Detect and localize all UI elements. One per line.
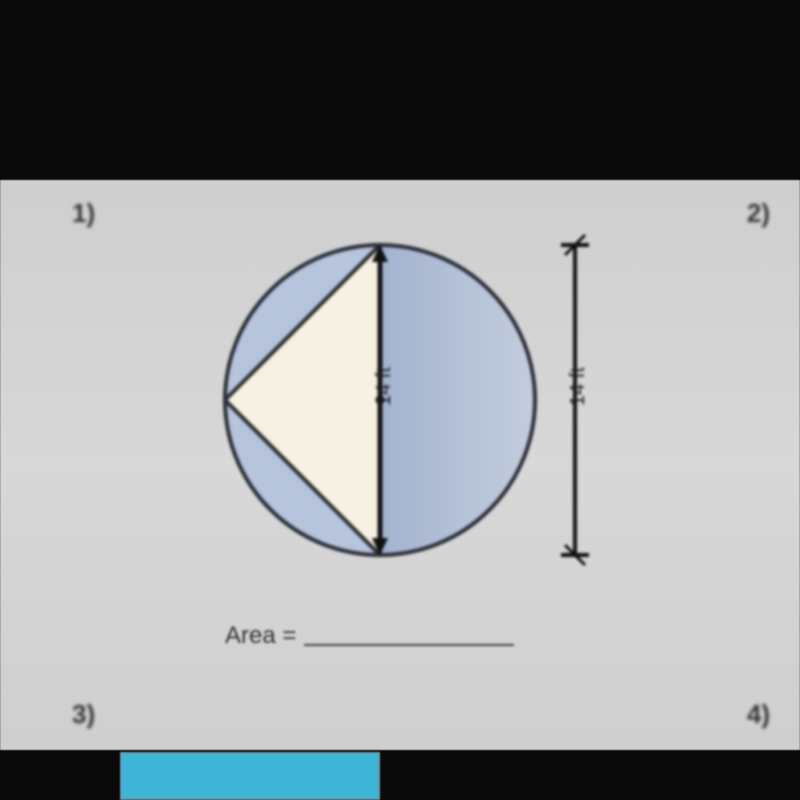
question-number-1: 1) <box>72 198 95 229</box>
area-answer-line: Area = <box>225 610 605 650</box>
question-number-4: 4) <box>747 699 770 730</box>
outer-dim-label: 14 ft <box>567 367 589 406</box>
worksheet-panel: 1) 2) 3) 4) <box>0 180 800 750</box>
area-blank-underline <box>304 644 514 646</box>
diameter-label: 14 ft <box>373 367 395 406</box>
geometry-figure: 14 ft 14 ft <box>180 210 620 610</box>
top-black-bar <box>0 0 800 180</box>
bottom-button[interactable] <box>120 752 380 800</box>
area-label: Area = <box>225 622 296 650</box>
question-number-3: 3) <box>72 699 95 730</box>
question-number-2: 2) <box>747 198 770 229</box>
